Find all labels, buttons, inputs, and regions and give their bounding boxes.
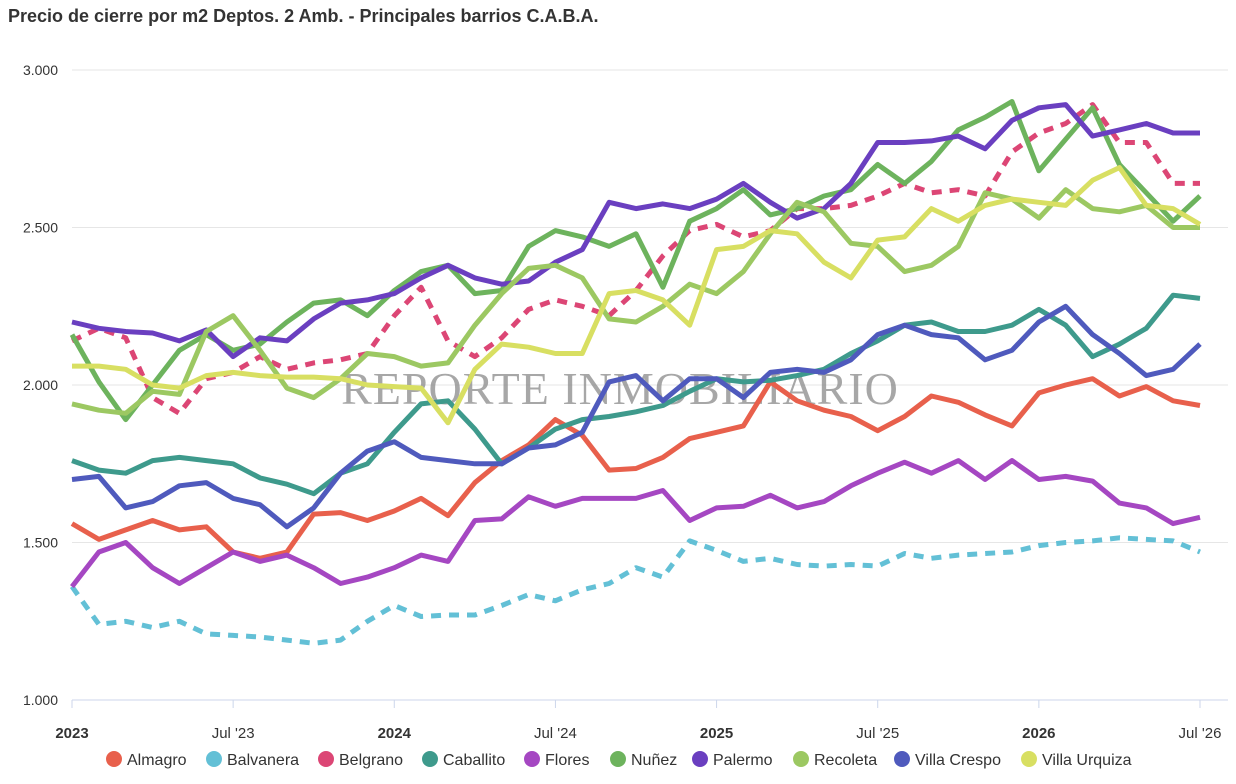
legend-label: Villa Urquiza <box>1042 752 1132 769</box>
legend-item-belgrano[interactable]: Belgrano <box>318 751 403 769</box>
legend-label: Nuñez <box>631 752 677 769</box>
legend-label: Balvanera <box>227 752 299 769</box>
y-tick-label: 3.000 <box>23 62 58 78</box>
series-line-almagro[interactable] <box>70 376 1201 561</box>
legend-item-recoleta[interactable]: Recoleta <box>793 751 877 769</box>
legend-swatch <box>1021 751 1037 767</box>
legend-swatch <box>206 751 222 767</box>
x-tick-label: Jul '23 <box>212 725 255 742</box>
legend-item-villa-urquiza[interactable]: Villa Urquiza <box>1021 751 1132 769</box>
legend-swatch <box>793 751 809 767</box>
legend-item-caballito[interactable]: Caballito <box>422 751 505 769</box>
legend-swatch <box>524 751 540 767</box>
legend-item-palermo[interactable]: Palermo <box>692 751 773 769</box>
legend: Almagro Balvanera Belgrano Caballito Flores N… <box>106 751 1132 769</box>
legend-item-balvanera[interactable]: Balvanera <box>206 751 299 769</box>
series-line-palermo[interactable] <box>71 102 1200 360</box>
x-tick-label: 2023 <box>55 725 88 742</box>
legend-swatch <box>318 751 334 767</box>
y-tick-label: 2.000 <box>23 377 58 393</box>
x-tick-label: 2026 <box>1022 725 1055 742</box>
series-layer <box>69 99 1202 646</box>
legend-swatch <box>610 751 626 767</box>
x-tick-label: 2024 <box>378 725 412 742</box>
legend-label: Flores <box>545 752 589 769</box>
series-line-balvanera[interactable] <box>69 535 1201 646</box>
legend-label: Recoleta <box>814 752 877 769</box>
series-line-nunez[interactable] <box>69 99 1202 423</box>
legend-label: Villa Crespo <box>915 752 1001 769</box>
legend-item-villa-crespo[interactable]: Villa Crespo <box>894 751 1001 769</box>
y-tick-label: 1.500 <box>23 535 58 551</box>
legend-item-flores[interactable]: Flores <box>524 751 589 769</box>
y-tick-label: 2.500 <box>23 220 58 236</box>
legend-label: Almagro <box>127 752 187 769</box>
chart-title: Precio de cierre por m2 Deptos. 2 Amb. -… <box>8 6 599 26</box>
x-tick-label: 2025 <box>700 725 733 742</box>
legend-swatch <box>106 751 122 767</box>
series-line-caballito[interactable] <box>71 292 1201 497</box>
x-tick-label: Jul '25 <box>856 725 899 742</box>
y-tick-label: 1.000 <box>23 692 58 708</box>
series-line-villa-urquiza[interactable] <box>72 165 1202 426</box>
series-line-villa-crespo[interactable] <box>71 303 1202 530</box>
legend-item-almagro[interactable]: Almagro <box>106 751 187 769</box>
x-tick-label: Jul '24 <box>534 725 577 742</box>
legend-item-nunez[interactable]: Nuñez <box>610 751 677 769</box>
legend-label: Belgrano <box>339 752 403 769</box>
legend-label: Caballito <box>443 752 505 769</box>
legend-label: Palermo <box>713 752 773 769</box>
x-tick-label: Jul '26 <box>1179 725 1222 742</box>
axis-layer: 1.000 1.500 2.000 2.500 3.000 2023 Jul '23 2024… <box>23 62 1228 742</box>
series-line-flores[interactable] <box>70 458 1201 589</box>
legend-swatch <box>692 751 708 767</box>
legend-swatch <box>422 751 438 767</box>
legend-swatch <box>894 751 910 767</box>
